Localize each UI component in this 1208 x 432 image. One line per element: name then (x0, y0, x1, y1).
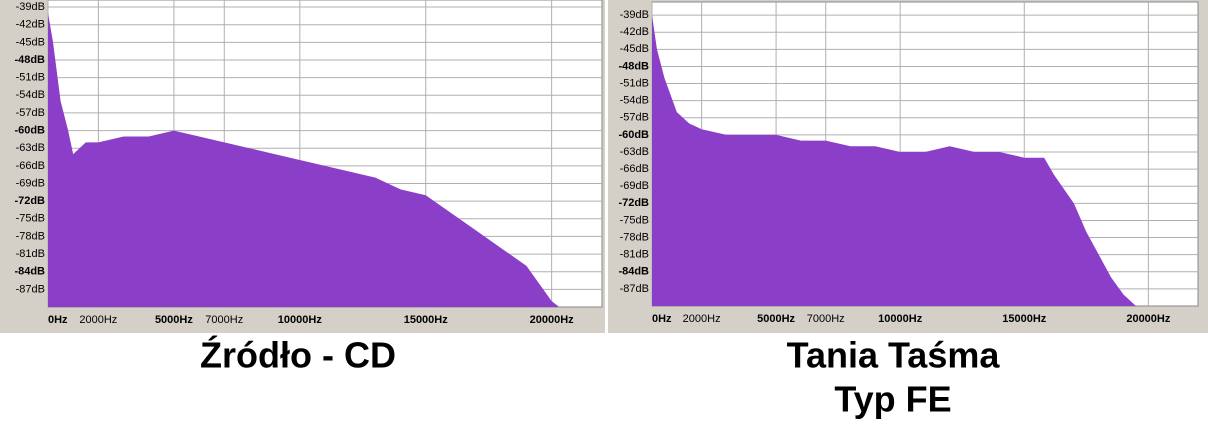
y-tick-label: -84dB (14, 266, 45, 278)
y-tick-label: -57dB (620, 112, 649, 124)
x-tick-label: 5000Hz (757, 313, 795, 325)
y-tick-label: -57dB (16, 107, 45, 119)
y-tick-label: -51dB (16, 72, 45, 84)
y-tick-label: -48dB (618, 60, 649, 72)
x-tick-label: 2000Hz (79, 314, 117, 326)
y-tick-label: -51dB (620, 77, 649, 89)
x-tick-label: 10000Hz (278, 314, 323, 326)
y-tick-label: -39dB (16, 1, 45, 13)
y-tick-label: -54dB (620, 95, 649, 107)
y-tick-label: -60dB (14, 124, 45, 136)
x-tick-label: 15000Hz (404, 314, 449, 326)
y-tick-label: -42dB (620, 26, 649, 38)
y-tick-label: -84dB (618, 266, 649, 278)
y-tick-label: -75dB (620, 214, 649, 226)
y-tick-label: -60dB (618, 129, 649, 141)
x-tick-label: 15000Hz (1002, 313, 1047, 325)
caption: Tania Taśma (787, 335, 1001, 376)
y-tick-label: -78dB (16, 230, 45, 242)
spectrum-area (48, 12, 560, 308)
y-tick-label: -66dB (16, 160, 45, 172)
y-tick-label: -54dB (16, 89, 45, 101)
y-tick-label: -66dB (620, 163, 649, 175)
caption: Typ FE (834, 379, 951, 420)
y-tick-label: -63dB (620, 146, 649, 158)
x-tick-label: 2000Hz (683, 313, 721, 325)
x-tick-label: 20000Hz (1126, 313, 1171, 325)
y-tick-label: -48dB (14, 54, 45, 66)
y-tick-label: -45dB (620, 43, 649, 55)
spectrum-area (652, 15, 1136, 307)
y-tick-label: -81dB (16, 248, 45, 260)
y-tick-label: -81dB (620, 249, 649, 261)
x-tick-label: 10000Hz (878, 313, 923, 325)
y-tick-label: -69dB (16, 177, 45, 189)
y-tick-label: -87dB (16, 283, 45, 295)
x-tick-label: 20000Hz (530, 314, 575, 326)
y-tick-label: -39dB (620, 9, 649, 21)
y-tick-label: -63dB (16, 142, 45, 154)
y-tick-label: -45dB (16, 36, 45, 48)
y-tick-label: -72dB (14, 195, 45, 207)
x-tick-label: 7000Hz (205, 314, 243, 326)
x-tick-label: 7000Hz (807, 313, 845, 325)
y-tick-label: -72dB (618, 197, 649, 209)
caption: Źródło - CD (200, 335, 396, 376)
x-tick-label: 5000Hz (155, 314, 193, 326)
y-tick-label: -75dB (16, 213, 45, 225)
y-tick-label: -87dB (620, 283, 649, 295)
x-tick-label: 0Hz (48, 314, 68, 326)
x-tick-label: 0Hz (652, 313, 672, 325)
y-tick-label: -69dB (620, 180, 649, 192)
y-tick-label: -42dB (16, 19, 45, 31)
y-tick-label: -78dB (620, 231, 649, 243)
